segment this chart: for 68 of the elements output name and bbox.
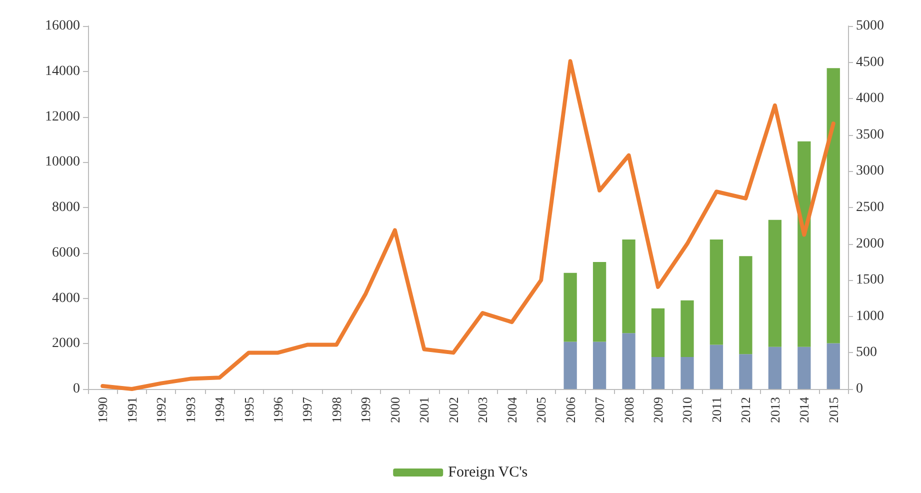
- x-tick-label: 2009: [650, 397, 666, 423]
- bar: [680, 300, 694, 358]
- y-tick-label: 14000: [45, 64, 80, 79]
- y2-tick-label: 1000: [856, 308, 884, 324]
- y-tick-label: 16000: [45, 18, 80, 34]
- y-tick-label: 8000: [52, 200, 80, 215]
- bar: [622, 239, 636, 334]
- bar: [592, 342, 606, 389]
- bar: [710, 239, 724, 345]
- x-tick-label: 2002: [446, 397, 461, 423]
- y2-tick-label: 3500: [856, 127, 884, 142]
- bar: [826, 343, 840, 389]
- x-tick-label: 2008: [621, 397, 636, 423]
- x-tick-label: 2013: [767, 397, 782, 423]
- y-tick-label: 2000: [52, 336, 80, 352]
- bar: [798, 141, 811, 347]
- x-tick-label: 2011: [708, 397, 724, 423]
- x-tick-label: 1996: [270, 396, 286, 423]
- y2-tick-label: 5000: [856, 18, 884, 34]
- y-tick-label: 6000: [52, 245, 80, 260]
- x-tick-label: 1997: [300, 396, 315, 423]
- legend-label: Foreign VC's: [448, 464, 528, 480]
- bar: [680, 357, 694, 389]
- bar: [739, 354, 752, 389]
- bar: [768, 220, 782, 347]
- x-tick-label: 1998: [328, 397, 344, 423]
- x-tick-label: 1992: [154, 397, 169, 423]
- x-tick-label: 1990: [95, 397, 110, 423]
- bar: [622, 333, 636, 389]
- bar: [826, 68, 840, 344]
- x-tick-label: 2015: [826, 397, 841, 423]
- x-tick-label: 2004: [504, 396, 520, 423]
- bar: [564, 272, 577, 342]
- x-tick-label: 1991: [124, 397, 140, 423]
- x-tick-label: 1993: [182, 397, 198, 423]
- bar: [651, 357, 665, 389]
- y2-tick-label: 2500: [856, 200, 884, 215]
- y2-tick-label: 4500: [856, 54, 884, 70]
- x-tick-label: 2005: [534, 397, 549, 423]
- y2-tick-label: 1500: [856, 272, 884, 288]
- x-tick-label: 2007: [592, 396, 608, 423]
- x-tick-label: 2000: [387, 397, 402, 423]
- line-series: [100, 59, 836, 391]
- y-tick-label: 10000: [45, 154, 80, 170]
- y-tick-label: 0: [73, 382, 80, 396]
- bar: [651, 308, 665, 358]
- x-tick-label: 1994: [212, 396, 228, 423]
- x-tick-label: 2010: [680, 397, 695, 423]
- y2-tick-label: 3000: [856, 164, 884, 179]
- bar: [739, 256, 752, 354]
- x-tick-label: 1999: [358, 397, 374, 423]
- x-tick-label: 2003: [475, 397, 490, 423]
- y-tick-label: 12000: [45, 109, 80, 124]
- y2-tick-label: 4000: [856, 91, 884, 106]
- x-tick-label: 2006: [562, 396, 578, 423]
- y2-tick-label: 0: [856, 382, 863, 396]
- bar: [592, 262, 606, 342]
- bar: [768, 346, 782, 389]
- y2-tick-label: 500: [856, 345, 877, 360]
- x-tick-label: 2014: [796, 396, 812, 423]
- y-tick-label: 4000: [52, 290, 80, 306]
- bar: [564, 342, 577, 389]
- x-tick-label: 1995: [241, 397, 256, 423]
- x-tick-label: 2012: [738, 397, 754, 423]
- bar: [798, 346, 811, 389]
- y2-tick-label: 2000: [856, 236, 884, 252]
- bar: [710, 344, 724, 389]
- x-tick-label: 2001: [416, 397, 432, 423]
